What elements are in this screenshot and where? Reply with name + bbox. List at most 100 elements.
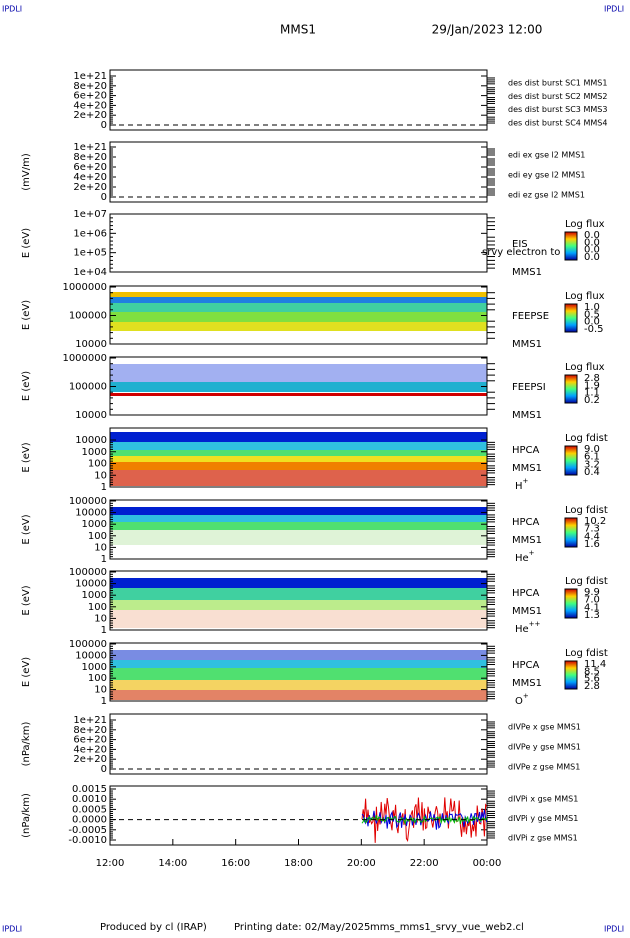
- y-tick-label: 10: [94, 685, 107, 696]
- y-tick-label: 1e+05: [73, 248, 107, 259]
- overlay-label: srvy electron to: [482, 247, 560, 258]
- colorbar-tick-label: 9.0: [584, 444, 600, 455]
- colorbar-title: Log fdist: [565, 576, 608, 587]
- y-tick-label: 10000: [75, 410, 107, 421]
- legend-entry: dIVPe z gse MMS1: [508, 763, 580, 772]
- colorbar: [564, 445, 578, 476]
- legend-entry: edi ex gse l2 MMS1: [508, 151, 585, 160]
- colorbar-tick-label: 0.2: [584, 395, 600, 406]
- spectrogram-band: [110, 660, 487, 668]
- y-tick-label: 10: [94, 470, 107, 481]
- instrument-label: HPCA: [512, 660, 540, 671]
- legend-entry: dIVPe y gse MMS1: [508, 743, 581, 752]
- y-tick-label: 0: [101, 764, 107, 775]
- panel: 1000000 100000 10000 E (eV) FEEPSE MMS1 Log fl…: [21, 282, 605, 350]
- colorbar-tick-label: 2.8: [584, 681, 600, 692]
- y-tick-label: 10000: [75, 508, 107, 519]
- colorbar-tick-label: 0.0: [584, 317, 600, 328]
- y-tick-label: 100000: [69, 639, 107, 650]
- spectrogram-band: [110, 690, 487, 700]
- species-base: He: [515, 624, 529, 635]
- spectrogram-band: [110, 303, 487, 312]
- y-tick-label: 4e+20: [73, 100, 107, 111]
- legend-entry: dIVPi x gse MMS1: [508, 795, 578, 804]
- spectrogram-band: [110, 522, 487, 530]
- y-axis-label: E (eV): [21, 228, 32, 258]
- instrument-label: MMS1: [512, 606, 542, 617]
- instrument-label: HPCA: [512, 588, 540, 599]
- y-tick-label: 8e+20: [73, 725, 107, 736]
- y-tick-label: 2e+20: [73, 110, 107, 121]
- species-charge: +: [523, 692, 529, 700]
- instrument-label: HPCA: [512, 517, 540, 528]
- instrument-label: EIS: [512, 239, 528, 250]
- colorbar-tick-label: 0.4: [584, 467, 600, 478]
- colorbar-tick-label: 1.3: [584, 610, 600, 621]
- spectrogram-band: [110, 450, 487, 456]
- y-tick-label: -0.0010: [68, 835, 107, 846]
- colorbar-tick-label: 5.6: [584, 674, 600, 685]
- y-tick-label: 1: [101, 482, 107, 493]
- corner-label: IPDLI: [2, 5, 22, 14]
- y-tick-label: 1e+21: [73, 715, 107, 726]
- panel: 1e+07 1e+06 1e+05 1e+04 E (eV) EIS MMS1 srvy el…: [21, 209, 605, 278]
- panel-frame: [109, 427, 488, 488]
- colorbar-tick-label: 7.3: [584, 524, 600, 535]
- y-tick-label: 10: [94, 613, 107, 624]
- colorbar: [564, 231, 578, 261]
- y-tick-label: 2e+20: [73, 754, 107, 765]
- y-tick-label: 1000: [82, 447, 107, 458]
- legend-entry: des dist burst SC4 MMS4: [508, 119, 607, 128]
- instrument-label: MMS1: [512, 463, 542, 474]
- colorbar-title: Log flux: [565, 291, 605, 302]
- y-tick-label: 1: [101, 696, 107, 707]
- colorbar-tick-label: 3.2: [584, 459, 600, 470]
- colorbar: [564, 660, 578, 690]
- colorbar-tick-label: 0.5: [584, 309, 600, 320]
- spectrogram-band: [110, 322, 487, 331]
- y-tick-label: 1000: [82, 590, 107, 601]
- y-tick-label: 0: [101, 192, 107, 203]
- colorbar-tick-label: 4.1: [584, 602, 600, 613]
- legend-entry: des dist burst SC2 MMS2: [508, 92, 607, 101]
- y-tick-label: 100000: [69, 311, 107, 322]
- species-charge: +: [529, 549, 535, 557]
- colorbar-title: Log flux: [565, 219, 605, 230]
- instrument-label: MMS1: [512, 535, 542, 546]
- colorbar-title: Log flux: [565, 362, 605, 373]
- colorbar-tick-label: 0.0: [584, 237, 600, 248]
- colorbar-tick-label: 0.0: [584, 230, 600, 241]
- y-axis-label: (nPa/km): [21, 722, 32, 767]
- colorbar-tick-label: 1.0: [584, 302, 600, 313]
- spectrogram-band: [110, 515, 487, 522]
- colorbar-tick-label: 6.1: [584, 452, 600, 463]
- colorbar-tick-label: 4.4: [584, 531, 600, 542]
- colorbar: [564, 588, 578, 619]
- spectrogram-band: [110, 393, 487, 396]
- y-tick-label: 1e+21: [73, 71, 107, 82]
- colorbar: [564, 303, 578, 333]
- panel-frame: [109, 499, 488, 560]
- spectrogram-band: [110, 600, 487, 610]
- colorbar-tick-label: 9.9: [584, 587, 600, 598]
- panel-frame: [109, 141, 488, 203]
- spectrogram-band: [110, 382, 487, 392]
- species-charge: +: [523, 477, 529, 485]
- y-tick-label: 8e+20: [73, 152, 107, 163]
- y-tick-label: 10000: [75, 435, 107, 446]
- colorbar-title: Log fdist: [565, 648, 608, 659]
- y-tick-label: 1e+06: [73, 228, 107, 239]
- panel-frame: [109, 642, 488, 702]
- y-tick-label: 6e+20: [73, 735, 107, 746]
- y-axis-label: E (eV): [21, 514, 32, 544]
- instrument-label: FEEPSI: [512, 382, 546, 393]
- spectrogram-band: [110, 650, 487, 660]
- colorbar-tick-label: 10.2: [584, 516, 606, 527]
- species-label: H+: [515, 477, 529, 492]
- spectrogram-band: [110, 456, 487, 462]
